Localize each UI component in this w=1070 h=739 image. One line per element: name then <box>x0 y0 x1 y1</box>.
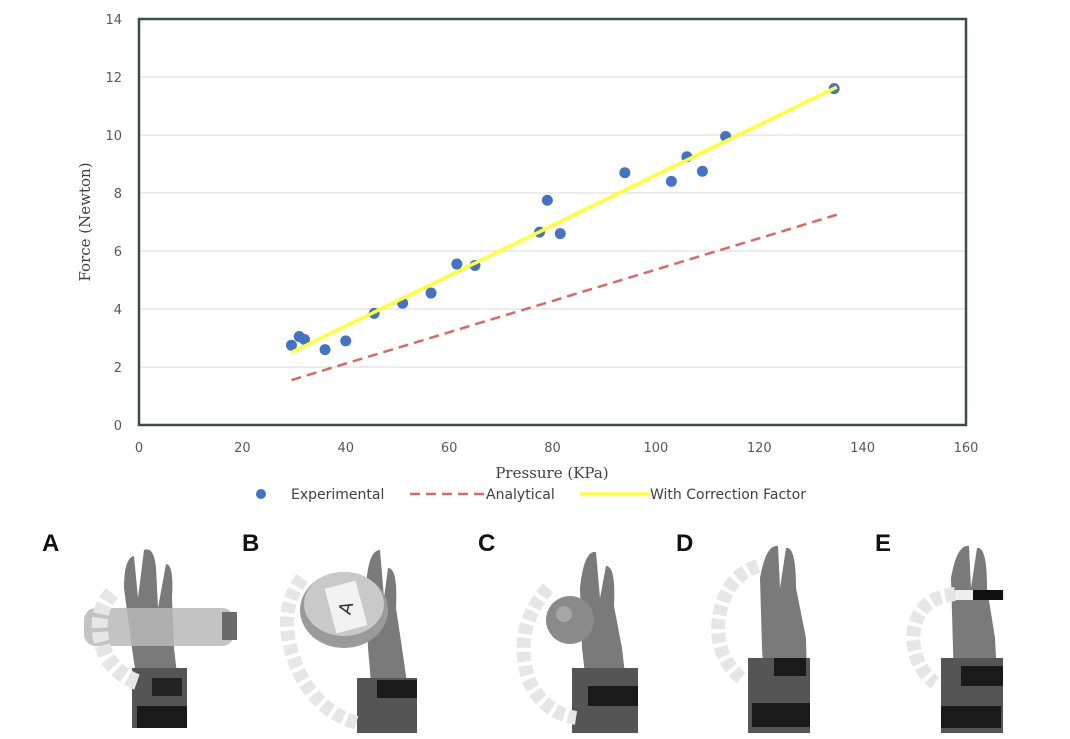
legend-marker-experimental <box>256 489 266 499</box>
panel-a: A <box>42 530 242 735</box>
x-tick-label: 80 <box>544 441 561 456</box>
legend-label-analytical: Analytical <box>486 487 555 503</box>
exoskeleton-marker-photo <box>905 545 1005 733</box>
experimental-point <box>298 333 310 345</box>
correction-factor-line <box>290 85 838 355</box>
experimental-point <box>696 165 708 177</box>
y-tick-label: 8 <box>114 187 122 202</box>
panel-c: C <box>478 530 678 735</box>
panel-letter-b: B <box>242 530 260 557</box>
experimental-point <box>319 344 331 356</box>
experimental-point <box>451 258 463 270</box>
experimental-point <box>554 228 566 240</box>
legend: Experimental Analytical With Correction … <box>256 487 806 503</box>
panel-letter-d: D <box>676 530 694 557</box>
x-tick-label: 20 <box>234 441 251 456</box>
legend-label-experimental: Experimental <box>291 487 384 503</box>
y-tick-label: 6 <box>114 245 122 260</box>
experimental-point <box>425 287 437 299</box>
panel-letter-e: E <box>875 530 892 557</box>
series <box>285 83 840 382</box>
experimental-point <box>285 339 297 351</box>
experimental-point <box>665 175 677 187</box>
y-tick-labels: 0 2 4 6 8 10 12 14 <box>105 13 122 434</box>
x-tick-label: 40 <box>337 441 354 456</box>
legend-label-correction: With Correction Factor <box>650 487 806 503</box>
x-tick-label: 60 <box>441 441 458 456</box>
gridlines <box>139 76 966 368</box>
y-axis-title: Force (Newton) <box>76 162 94 281</box>
x-tick-label: 100 <box>643 441 668 456</box>
x-tick-label: 120 <box>747 441 772 456</box>
panel-d: D <box>676 530 876 735</box>
y-tick-label: 0 <box>114 419 122 434</box>
plot-area-border <box>137 17 968 427</box>
experimental-point <box>541 194 553 206</box>
y-tick-label: 10 <box>105 129 122 144</box>
panel-letter-c: C <box>478 530 496 557</box>
panel-e: E <box>875 530 1070 735</box>
x-axis-title: Pressure (KPa) <box>495 464 608 482</box>
panel-letter-a: A <box>42 530 60 557</box>
exoskeleton-jar-photo: A <box>280 550 417 733</box>
y-tick-label: 12 <box>105 71 122 86</box>
exoskeleton-ball-photo <box>516 551 638 733</box>
panel-b: B A <box>242 530 442 735</box>
y-tick-label: 4 <box>114 303 122 318</box>
experimental-point <box>619 167 631 179</box>
exoskeleton-palm-photo <box>710 545 810 733</box>
chart: 0 2 4 6 8 10 12 14 0 20 40 60 80 100 120 140 160 Pressu… <box>76 13 979 503</box>
x-tick-label: 140 <box>850 441 875 456</box>
x-tick-label: 160 <box>954 441 979 456</box>
analytical-line <box>291 213 838 382</box>
y-tick-label: 14 <box>105 13 122 28</box>
exoskeleton-bottle-photo <box>84 549 237 728</box>
x-tick-labels: 0 20 40 60 80 100 120 140 160 <box>135 441 979 456</box>
y-tick-label: 2 <box>114 361 122 376</box>
experimental-point <box>340 335 352 347</box>
x-tick-label: 0 <box>135 441 143 456</box>
